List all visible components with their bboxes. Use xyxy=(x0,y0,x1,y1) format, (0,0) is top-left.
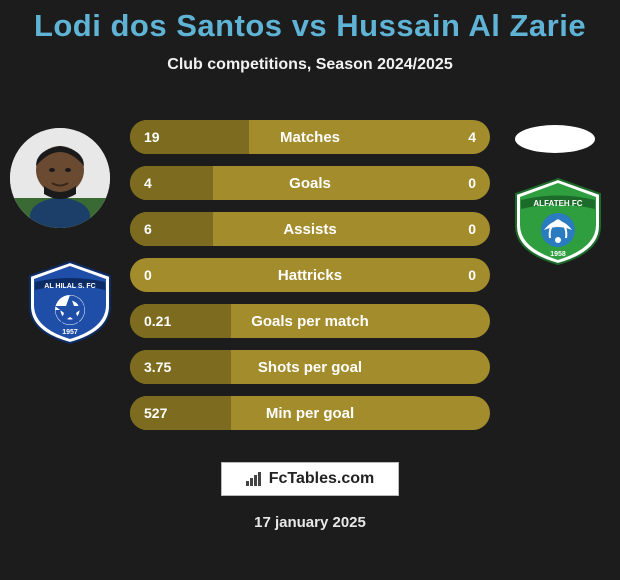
footer: FcTables.com 17 january 2025 xyxy=(0,440,620,531)
stat-row: 6 Assists 0 xyxy=(130,212,490,246)
svg-text:AL HILAL S. FC: AL HILAL S. FC xyxy=(44,283,95,290)
stat-left-value: 0.21 xyxy=(144,313,171,329)
stat-fill-left xyxy=(130,212,213,246)
stat-right-value: 0 xyxy=(468,267,476,283)
stat-left-value: 527 xyxy=(144,405,167,421)
player-b-photo-placeholder xyxy=(515,125,595,153)
stat-label: Assists xyxy=(283,221,336,238)
stat-right-value: 0 xyxy=(468,175,476,191)
player-a-avatar-icon xyxy=(10,128,110,228)
stat-right-value: 4 xyxy=(468,129,476,145)
stat-label: Hattricks xyxy=(278,267,342,284)
stat-row: 0 Hattricks 0 xyxy=(130,258,490,292)
stat-left-value: 6 xyxy=(144,221,152,237)
subtitle: Club competitions, Season 2024/2025 xyxy=(0,56,620,74)
player-b-club-crest: ALFATEH FC 1958 xyxy=(508,176,608,266)
stat-row: 19 Matches 4 xyxy=(130,120,490,154)
stat-label: Min per goal xyxy=(266,405,354,422)
player-a-photo xyxy=(10,128,110,228)
stat-fill-left xyxy=(130,166,213,200)
alfateh-crest-icon: ALFATEH FC 1958 xyxy=(508,176,608,266)
stat-label: Shots per goal xyxy=(258,359,362,376)
stat-row: 527 Min per goal xyxy=(130,396,490,430)
stat-row: 0.21 Goals per match xyxy=(130,304,490,338)
stat-row: 3.75 Shots per goal xyxy=(130,350,490,384)
player-a-club-crest: AL HILAL S. FC 1957 xyxy=(20,260,120,345)
stat-left-value: 4 xyxy=(144,175,152,191)
stat-label: Goals per match xyxy=(251,313,369,330)
stat-label: Matches xyxy=(280,129,340,146)
alhilal-crest-icon: AL HILAL S. FC 1957 xyxy=(20,260,120,345)
stat-left-value: 0 xyxy=(144,267,152,283)
vs-text: vs xyxy=(292,8,327,43)
player-a-name: Lodi dos Santos xyxy=(34,8,283,43)
header: Lodi dos Santos vs Hussain Al Zarie Club… xyxy=(0,0,620,74)
player-b-name: Hussain Al Zarie xyxy=(336,8,586,43)
fctables-logo: FcTables.com xyxy=(246,470,375,488)
stat-label: Goals xyxy=(289,175,331,192)
svg-text:1957: 1957 xyxy=(62,329,78,336)
site-badge: FcTables.com xyxy=(221,462,399,496)
page-title: Lodi dos Santos vs Hussain Al Zarie xyxy=(0,8,620,44)
stats-comparison: 19 Matches 4 4 Goals 0 6 Assists 0 0 Hattricks 0 0.2… xyxy=(110,120,510,442)
stat-left-value: 19 xyxy=(144,129,160,145)
svg-text:1958: 1958 xyxy=(550,251,566,258)
stat-left-value: 3.75 xyxy=(144,359,171,375)
bars-icon xyxy=(246,472,264,486)
stat-row: 4 Goals 0 xyxy=(130,166,490,200)
stat-right-value: 0 xyxy=(468,221,476,237)
site-name: FcTables.com xyxy=(269,470,375,488)
date-text: 17 january 2025 xyxy=(0,514,620,531)
svg-text:ALFATEH FC: ALFATEH FC xyxy=(533,199,582,208)
